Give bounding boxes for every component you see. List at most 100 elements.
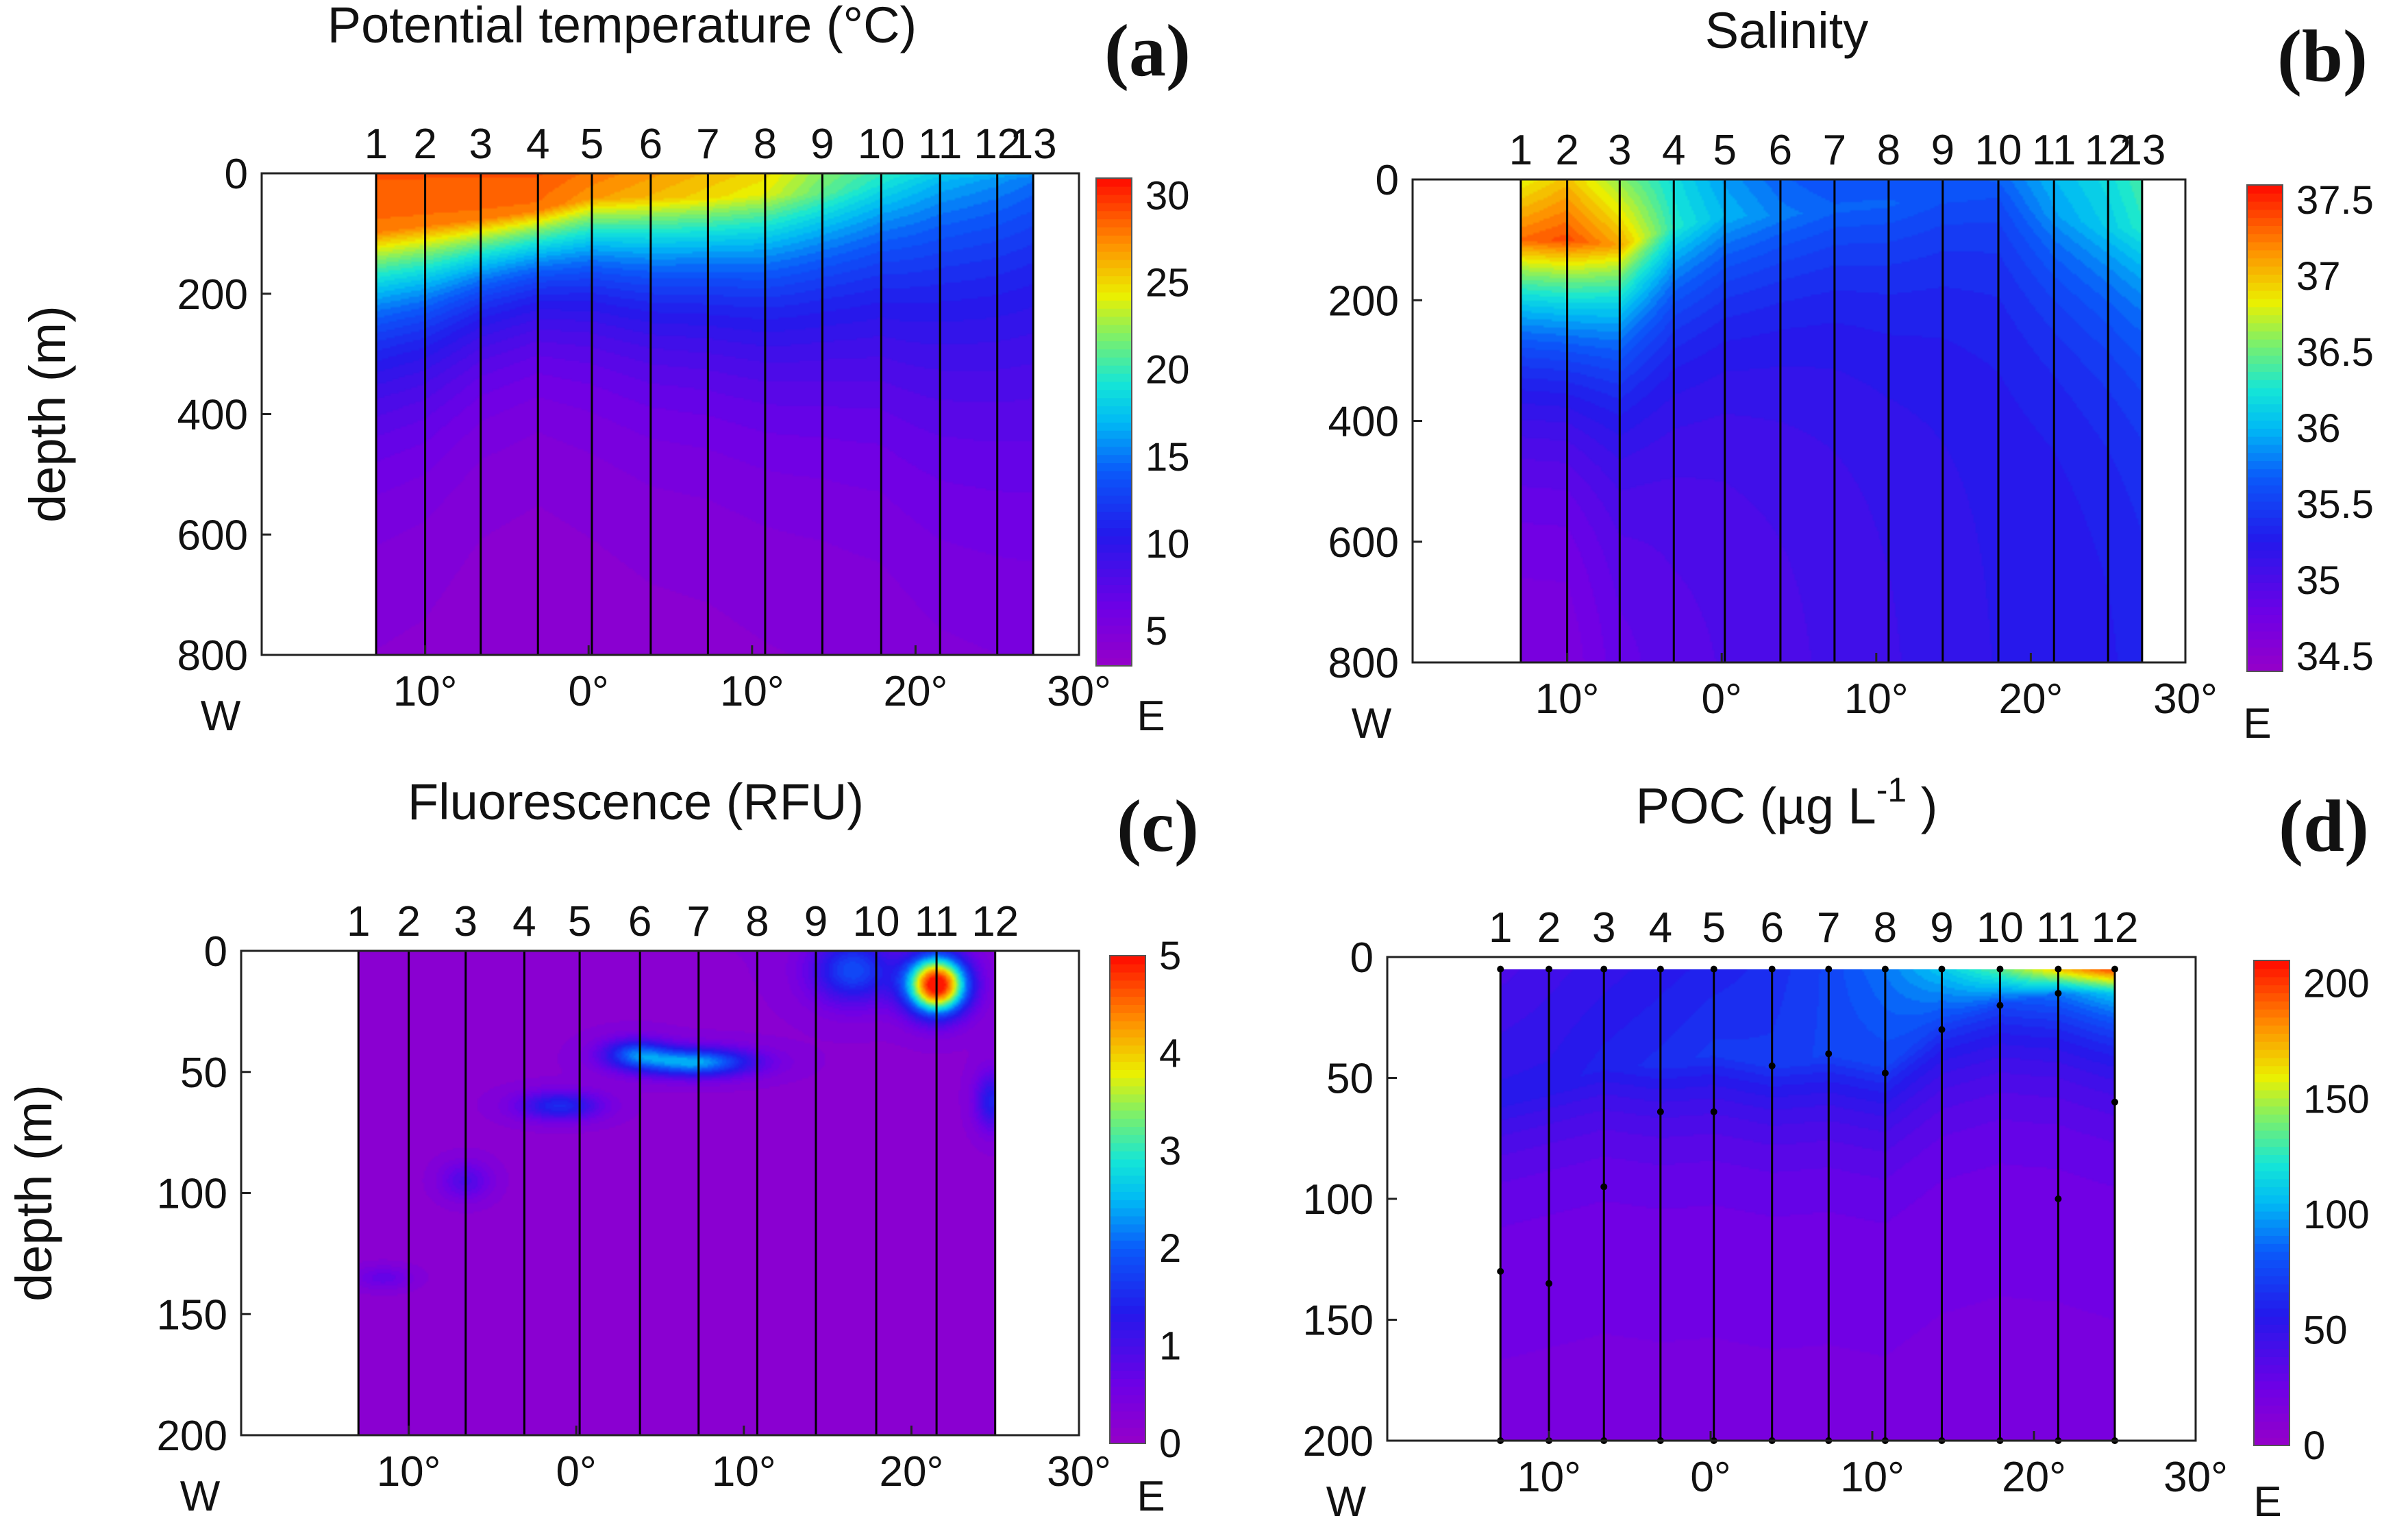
colorbar-band bbox=[2247, 428, 2283, 437]
colorbar-band bbox=[2247, 338, 2283, 348]
colorbar-tick-label: 1 bbox=[1159, 1324, 1181, 1369]
colorbar-band bbox=[2254, 1437, 2289, 1446]
sample-point bbox=[1497, 965, 1504, 973]
colorbar-band bbox=[1110, 980, 1145, 989]
colorbar-band bbox=[1110, 988, 1145, 997]
colorbar-band bbox=[2247, 525, 2283, 534]
colorbar-band bbox=[1096, 601, 1132, 610]
colorbar-band bbox=[1110, 1085, 1145, 1095]
y-tick-label: 100 bbox=[157, 1171, 227, 1218]
colorbar-band bbox=[2247, 306, 2283, 316]
colorbar-band bbox=[2247, 614, 2283, 623]
colorbar-band bbox=[2254, 1291, 2289, 1301]
colorbar-band bbox=[1110, 1004, 1145, 1013]
colorbar-band bbox=[1096, 584, 1132, 593]
station-label: 9 bbox=[1930, 904, 1953, 952]
colorbar-band bbox=[2254, 1130, 2289, 1139]
station-label: 6 bbox=[1769, 127, 1792, 174]
colorbar-band bbox=[2254, 1243, 2289, 1252]
colorbar-band bbox=[1110, 1297, 1145, 1306]
station-label: 8 bbox=[1877, 127, 1900, 174]
x-axis-east-label: E bbox=[1137, 693, 1165, 740]
colorbar-band bbox=[2254, 1025, 2289, 1034]
colorbar-tick-label: 36.5 bbox=[2296, 330, 2374, 375]
sample-point bbox=[1710, 965, 1717, 973]
colorbar-band bbox=[2254, 1138, 2289, 1147]
colorbar-band bbox=[2254, 1082, 2289, 1091]
chart-title: Salinity bbox=[1705, 2, 1869, 59]
colorbar-band bbox=[1096, 495, 1132, 504]
colorbar-tick-label: 50 bbox=[2303, 1308, 2348, 1352]
station-label: 12 bbox=[971, 898, 1019, 945]
colorbar-band bbox=[1096, 284, 1132, 293]
colorbar-band bbox=[1096, 357, 1132, 366]
colorbar-band bbox=[1096, 551, 1132, 561]
colorbar-band bbox=[2254, 1332, 2289, 1341]
sample-point bbox=[1710, 1108, 1717, 1115]
station-label: 10 bbox=[1975, 127, 2022, 174]
station-label: 8 bbox=[754, 121, 777, 168]
colorbar-band bbox=[1096, 373, 1132, 382]
colorbar-tick-label: 5 bbox=[1145, 609, 1167, 654]
station-label: 3 bbox=[1592, 904, 1615, 952]
colorbar-band bbox=[1096, 202, 1132, 212]
colorbar-band bbox=[2254, 1397, 2289, 1406]
colorbar-band bbox=[1096, 324, 1132, 334]
sample-point bbox=[1881, 1069, 1889, 1077]
colorbar-band bbox=[2254, 1276, 2289, 1284]
colorbar-band bbox=[1096, 641, 1132, 651]
colorbar-band bbox=[1096, 479, 1132, 488]
colorbar-band bbox=[2254, 1106, 2289, 1115]
colorbar-band bbox=[1110, 1167, 1145, 1176]
colorbar-band bbox=[1096, 275, 1132, 285]
station-label: 7 bbox=[687, 898, 710, 945]
station-label: 7 bbox=[1817, 904, 1840, 952]
colorbar-band bbox=[2247, 590, 2283, 599]
station-label: 1 bbox=[1509, 127, 1532, 174]
colorbar-band bbox=[2254, 1356, 2289, 1365]
sample-point bbox=[1497, 1267, 1504, 1275]
colorbar-band bbox=[2247, 663, 2283, 672]
colorbar-band bbox=[1110, 1280, 1145, 1290]
colorbar-band bbox=[2247, 234, 2283, 243]
colorbar-tick-label: 35.5 bbox=[2296, 482, 2374, 527]
colorbar-band bbox=[2254, 1227, 2289, 1236]
colorbar-band bbox=[2254, 1073, 2289, 1082]
colorbar-band bbox=[2247, 266, 2283, 275]
colorbar-band bbox=[2247, 582, 2283, 591]
colorbar-band bbox=[1110, 1232, 1145, 1241]
x-axis-west-label: W bbox=[201, 693, 241, 740]
colorbar-band bbox=[1096, 593, 1132, 601]
colorbar-band bbox=[1110, 1158, 1145, 1168]
y-tick-label: 50 bbox=[180, 1050, 227, 1097]
panel-label: (a) bbox=[1104, 10, 1191, 92]
sample-point bbox=[1825, 965, 1833, 973]
y-tick-label: 400 bbox=[1328, 399, 1399, 446]
colorbar-band bbox=[1110, 1427, 1145, 1436]
colorbar-band bbox=[1110, 1191, 1145, 1200]
station-label: 4 bbox=[512, 898, 536, 945]
station-label: 8 bbox=[745, 898, 769, 945]
colorbar-band bbox=[2247, 355, 2283, 364]
heat-field bbox=[1500, 969, 2115, 1441]
station-label: 4 bbox=[1649, 904, 1672, 952]
x-tick-label: 10° bbox=[1535, 675, 1600, 723]
colorbar-band bbox=[2247, 209, 2283, 219]
station-label: 5 bbox=[1702, 904, 1725, 952]
station-label: 12 bbox=[2092, 904, 2139, 952]
colorbar-band bbox=[1096, 186, 1132, 195]
colorbar-band bbox=[1096, 227, 1132, 236]
colorbar-band bbox=[2247, 412, 2283, 421]
colorbar-band bbox=[2254, 1405, 2289, 1414]
colorbar-band bbox=[1096, 194, 1132, 203]
sample-point bbox=[1768, 1062, 1776, 1069]
colorbar-band bbox=[1096, 519, 1132, 529]
colorbar-band bbox=[2254, 1348, 2289, 1357]
colorbar-band bbox=[2254, 1372, 2289, 1382]
colorbar-band bbox=[2254, 1008, 2289, 1018]
colorbar-band bbox=[2247, 331, 2283, 340]
y-tick-label: 200 bbox=[177, 271, 248, 319]
colorbar-band bbox=[2247, 420, 2283, 429]
